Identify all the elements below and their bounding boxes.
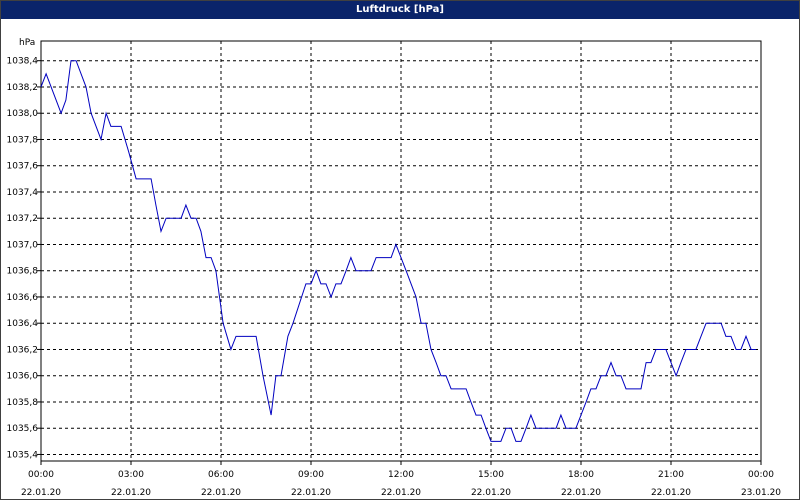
x-tick-date: 23.01.20 xyxy=(741,488,781,498)
y-tick-label: 1038,4 xyxy=(7,57,39,67)
x-tick-label: 09:00 xyxy=(298,470,324,480)
y-tick-label: 1035,8 xyxy=(7,398,39,408)
y-tick-label: 1037,2 xyxy=(7,214,39,224)
x-tick-label: 15:00 xyxy=(478,470,504,480)
y-tick-label: 1035,4 xyxy=(7,450,39,460)
y-tick-label: 1036,8 xyxy=(7,267,39,277)
y-tick-label: 1037,8 xyxy=(7,135,39,145)
x-tick-label: 00:00 xyxy=(748,470,774,480)
x-tick-label: 00:00 xyxy=(28,470,54,480)
y-tick-label: 1037,4 xyxy=(7,188,39,198)
x-tick-label: 21:00 xyxy=(658,470,684,480)
x-tick-date: 22.01.20 xyxy=(111,488,151,498)
y-tick-label: 1038,2 xyxy=(7,83,39,93)
x-tick-date: 22.01.20 xyxy=(291,488,331,498)
x-tick-label: 12:00 xyxy=(388,470,414,480)
y-axis-unit: hPa xyxy=(19,38,35,48)
y-tick-label: 1035,6 xyxy=(7,424,39,434)
x-tick-date: 22.01.20 xyxy=(471,488,511,498)
y-tick-label: 1036,0 xyxy=(7,372,39,382)
chart: hPa 1035,4 1035,6 1035,8 1036,0 1036,2 1036,4… xyxy=(7,38,782,498)
x-tick-date: 22.01.20 xyxy=(21,488,61,498)
y-tick-label: 1037,6 xyxy=(7,162,39,172)
x-tick-date: 22.01.20 xyxy=(201,488,241,498)
title-bar: Luftdruck [hPa] xyxy=(1,1,799,19)
y-tick-label: 1036,2 xyxy=(7,345,39,355)
x-tick-label: 06:00 xyxy=(208,470,234,480)
y-tick-label: 1037,0 xyxy=(7,240,39,250)
plot-frame xyxy=(40,40,762,462)
x-tick-date: 22.01.20 xyxy=(561,488,601,498)
y-tick-label: 1036,6 xyxy=(7,293,39,303)
x-tick-label: 18:00 xyxy=(568,470,594,480)
y-tick-label: 1038,0 xyxy=(7,109,39,119)
data-line xyxy=(40,60,756,442)
x-tick-date: 22.01.20 xyxy=(381,488,421,498)
x-tick-label: 03:00 xyxy=(118,470,144,480)
y-tick-label: 1036,4 xyxy=(7,319,39,329)
x-tick-date: 22.01.20 xyxy=(651,488,691,498)
